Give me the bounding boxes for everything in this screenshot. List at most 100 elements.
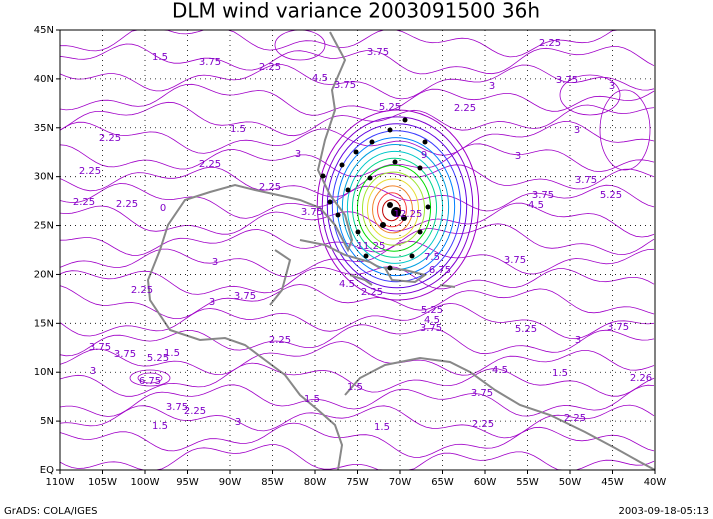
contour-label: 2.25	[73, 197, 95, 208]
contour-line	[129, 369, 171, 387]
contour-line	[59, 362, 655, 397]
contour-label: 2.26	[630, 373, 652, 384]
contour-label: 4.5	[492, 365, 508, 376]
contour-label: 3.75	[334, 80, 356, 91]
x-tick-label: 60W	[474, 477, 497, 488]
contour-label: 3	[90, 366, 96, 377]
contour-label: 5.25	[600, 190, 622, 201]
contour-label: 2.25	[472, 419, 494, 430]
track-points	[320, 117, 431, 271]
y-tick-label: 45N	[34, 25, 54, 36]
contour-label: 2.25	[361, 287, 383, 298]
footer-right: 2003-09-18-05:13	[618, 506, 709, 517]
contour-label: 1.5	[552, 368, 568, 379]
contour-label: 4.5	[424, 315, 440, 326]
contour-label: 2.25	[131, 285, 153, 296]
y-tick-label: 15N	[34, 318, 54, 329]
contour-label: 3	[574, 125, 580, 136]
contour-line	[367, 178, 419, 240]
y-tick-label: EQ	[40, 465, 54, 476]
contour-label: 12.25	[394, 209, 423, 220]
contour-line	[137, 372, 163, 384]
contour-label: 3	[489, 81, 495, 92]
contour-line	[274, 29, 326, 61]
x-tick-label: 95W	[176, 477, 199, 488]
contour-label: 4.5	[339, 279, 355, 290]
x-tick-label: 110W	[46, 477, 75, 488]
contour-line	[59, 183, 655, 219]
contour-line	[59, 404, 655, 439]
contour-label: 3.75	[166, 402, 188, 413]
contour-label: 3	[209, 297, 215, 308]
contour-label: 7.5	[424, 252, 440, 263]
contour-line	[59, 302, 655, 340]
x-tick-label: 105W	[88, 477, 117, 488]
contour-label: 2.25	[269, 335, 291, 346]
x-tick-label: 50W	[559, 477, 582, 488]
contour-line	[377, 192, 407, 228]
contour-line	[59, 83, 655, 116]
contour-label: 1.5	[152, 52, 168, 63]
footer-left: GrADS: COLA/IGES	[4, 506, 98, 517]
x-tick-label: 55W	[516, 477, 539, 488]
contour-line	[59, 101, 655, 137]
contour-label: 3.75	[234, 291, 256, 302]
contour-label: 3	[295, 149, 301, 160]
x-tick-label: 75W	[346, 477, 369, 488]
contour-label: 1.5	[164, 348, 180, 359]
contour-line	[59, 384, 655, 417]
contour-label: 1.5	[304, 394, 320, 405]
contour-line	[316, 109, 480, 301]
contour-line	[559, 74, 621, 116]
contour-line	[356, 164, 432, 252]
contour-label: 1.5	[347, 382, 363, 393]
contour-label: 3	[212, 257, 218, 268]
contour-line	[59, 143, 655, 177]
contour-label: 3.75	[504, 255, 526, 266]
contour-label: 1.5	[152, 421, 168, 432]
x-tick-label: 80W	[304, 477, 327, 488]
contour-label: 4.5	[312, 73, 328, 84]
contour-line	[321, 116, 474, 295]
contour-line	[59, 43, 655, 75]
y-tick-label: 25N	[34, 221, 54, 232]
contour-label: 2.25	[184, 406, 206, 417]
contour-line	[59, 422, 655, 458]
contour-label: 2.25	[116, 199, 138, 210]
contour-label: 3.75	[471, 388, 493, 399]
contour-label: 5.25	[421, 305, 443, 316]
contour-label: 3.75	[575, 175, 597, 186]
contour-label: 3	[235, 417, 241, 428]
contour-line	[59, 266, 655, 295]
contour-line	[59, 120, 655, 156]
contour-line	[361, 171, 426, 246]
contour-label: 1.5	[230, 124, 246, 135]
contour-label: 4.5	[528, 200, 544, 211]
contour-label: 3.75	[367, 47, 389, 58]
y-tick-label: 20N	[34, 269, 54, 280]
contour-line	[59, 223, 655, 256]
y-tick-label: 40N	[34, 74, 54, 85]
contour-line	[59, 64, 655, 100]
contour-label: 3.75	[607, 322, 629, 333]
contour-label: 6.75	[139, 376, 161, 387]
contour-line	[59, 164, 655, 198]
contour-line	[59, 444, 655, 471]
contour-line	[599, 89, 651, 171]
x-tick-label: 70W	[389, 477, 412, 488]
x-tick-label: 100W	[131, 477, 160, 488]
contour-line	[336, 137, 456, 277]
y-tick-label: 5N	[40, 416, 54, 427]
x-tick-label: 65W	[431, 477, 454, 488]
contour-label: 3.75	[420, 323, 442, 334]
contour-label: 2.25	[79, 166, 101, 177]
contour-label: 2.25	[99, 133, 121, 144]
y-tick-label: 35N	[34, 123, 54, 134]
contour-label: 3.75	[301, 207, 323, 218]
y-tick-label: 10N	[34, 367, 54, 378]
contour-label: 2.25	[199, 159, 221, 170]
contour-label: 3.75	[114, 349, 136, 360]
contour-line	[331, 130, 462, 283]
